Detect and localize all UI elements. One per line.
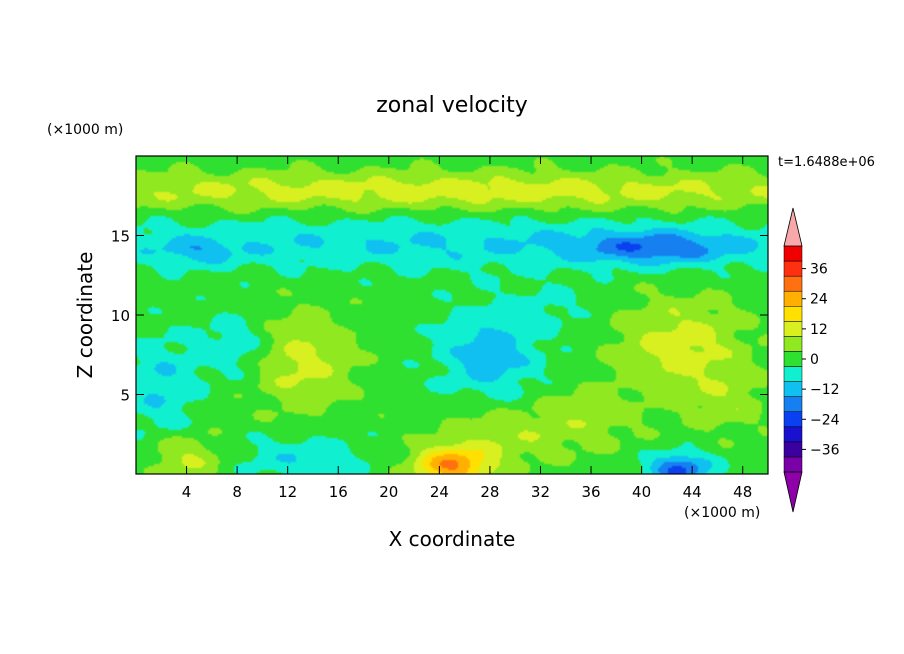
colorbar-label: 36: [810, 262, 828, 278]
x-tick-label: 12: [278, 483, 297, 501]
y-axis-label: Z coordinate: [73, 252, 97, 379]
x-axis-label: X coordinate: [389, 527, 516, 551]
colorbar-swatch: [783, 381, 803, 397]
colorbar-swatch: [783, 336, 803, 352]
colorbar-swatch: [783, 290, 803, 307]
x-tick-label: 8: [232, 483, 242, 501]
chart-title: zonal velocity: [376, 93, 528, 118]
colorbar-swatch: [783, 321, 803, 337]
colorbar-swatch: [783, 441, 803, 458]
x-tick-label: 16: [329, 483, 348, 501]
colorbar-under-triangle: [783, 471, 803, 513]
colorbar: −36 −24 −12 0 12 24 36: [783, 207, 840, 513]
y-tick-label: 5: [120, 387, 130, 405]
colorbar-over-triangle: [783, 207, 803, 247]
x-tick-label: 48: [733, 483, 752, 501]
x-unit-label: (×1000 m): [684, 505, 760, 521]
colorbar-swatch: [783, 426, 803, 443]
x-tick-label: 32: [531, 483, 550, 501]
colorbar-label: 0: [810, 352, 819, 368]
y-axis-ticks: 5 10 15: [111, 228, 768, 405]
y-tick-label: 15: [111, 228, 130, 246]
x-tick-label: 28: [480, 483, 499, 501]
y-tick-label: 10: [111, 307, 130, 325]
y-unit-label: (×1000 m): [47, 122, 123, 138]
colorbar-swatch: [783, 351, 803, 367]
x-tick-label: 4: [182, 483, 192, 501]
colorbar-swatch: [783, 306, 803, 322]
colorbar-swatch: [783, 275, 803, 292]
x-tick-label: 20: [379, 483, 398, 501]
colorbar-swatch: [783, 396, 803, 412]
x-tick-label: 44: [683, 483, 702, 501]
colorbar-swatch: [783, 411, 803, 428]
x-axis-ticks: 4 8 12 16 20 24 28 32 36 40 44 48: [182, 156, 752, 501]
x-tick-label: 24: [430, 483, 449, 501]
colorbar-label: −36: [810, 442, 840, 458]
colorbar-swatch: [783, 260, 803, 277]
colorbar-swatch: [783, 366, 803, 382]
x-tick-label: 40: [632, 483, 651, 501]
colorbar-label: −24: [810, 412, 840, 428]
x-tick-label: 36: [581, 483, 600, 501]
colorbar-swatch: [783, 245, 803, 262]
colorbar-label: 12: [810, 322, 828, 338]
colorbar-swatch: [783, 456, 803, 473]
colorbar-label: −12: [810, 382, 840, 398]
velocity-field: [136, 156, 768, 474]
colorbar-label: 24: [810, 292, 828, 308]
time-label: t=1.6488e+06: [778, 155, 875, 170]
